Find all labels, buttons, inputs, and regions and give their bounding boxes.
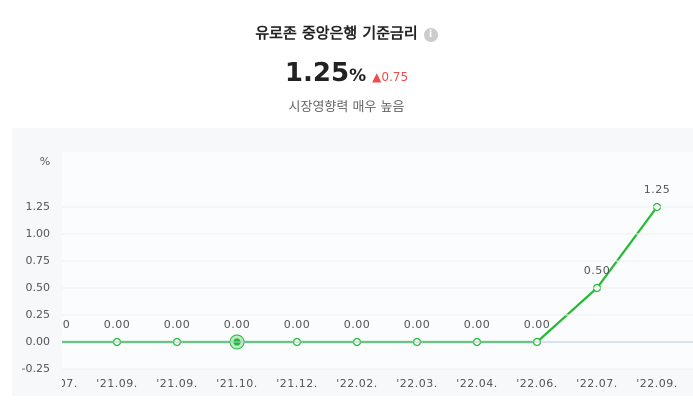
x-tick-label: '21.09.	[96, 377, 138, 390]
x-tick-label: '22.06.	[516, 377, 558, 390]
x-tick-label: '21.09.	[156, 377, 198, 390]
x-tick-label: '21.07.	[36, 377, 78, 390]
change-value: 0.75	[381, 70, 409, 84]
y-tick-label: 0.75	[26, 254, 51, 267]
unit: %	[349, 66, 367, 86]
data-label: 0.00	[164, 318, 191, 331]
y-tick-label: 1.00	[26, 227, 51, 240]
x-tick-label: '22.09.	[636, 377, 678, 390]
change: ▲0.75	[372, 70, 409, 84]
x-tick-label: '22.07.	[576, 377, 618, 390]
x-tick-label: '22.03.	[396, 377, 438, 390]
y-tick-label: 0.00	[26, 335, 51, 348]
data-label: 0.00	[404, 318, 431, 331]
title: 유로존 중앙은행 기준금리	[255, 24, 418, 42]
data-label: 0.00	[284, 318, 311, 331]
x-tick-label: '21.10.	[216, 377, 258, 390]
subtitle: 시장영향력 매우 높음	[288, 100, 405, 115]
title-row: 유로존 중앙은행 기준금리 i	[0, 22, 693, 43]
y-tick-label: 0.25	[26, 308, 51, 321]
data-label: 0.00	[224, 318, 251, 331]
value: 1.25	[284, 58, 350, 88]
info-icon[interactable]: i	[423, 28, 438, 42]
y-axis-label: %	[40, 155, 50, 168]
data-label: 0.00	[524, 318, 551, 331]
data-label: 0.00	[344, 318, 371, 331]
y-tick-label: 0.50	[26, 281, 51, 294]
y-tick-label: 1.25	[26, 200, 51, 213]
data-label: 0.00	[44, 318, 71, 331]
value-row: 1.25% ▲0.75	[0, 58, 693, 88]
data-label: 0.50	[584, 264, 611, 277]
data-label: 0.00	[104, 318, 131, 331]
data-label: 1.25	[644, 183, 671, 196]
y-tick-label: -0.25	[22, 362, 50, 375]
data-label: 0.00	[464, 318, 491, 331]
x-tick-label: '21.12.	[276, 377, 318, 390]
x-tick-label: '22.02.	[336, 377, 378, 390]
x-tick-label: '22.04.	[456, 377, 498, 390]
